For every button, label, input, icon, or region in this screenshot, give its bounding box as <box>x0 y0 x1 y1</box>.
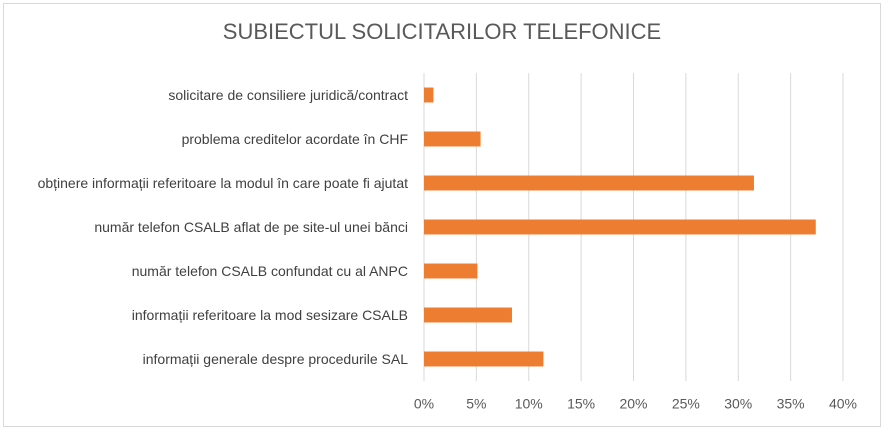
y-tick-label: problema creditelor acordate în CHF <box>181 131 408 147</box>
bar <box>424 263 478 279</box>
y-tick-label: solicitare de consiliere juridică/contra… <box>168 87 408 103</box>
x-tick-label: 0% <box>414 396 434 412</box>
bar <box>424 175 754 191</box>
y-tick-label: număr telefon CSALB confundat cu al ANPC <box>131 263 408 279</box>
bar <box>424 351 544 367</box>
x-tick-label: 15% <box>567 396 595 412</box>
y-tick-label: obținere informații referitoare la modul… <box>37 175 408 191</box>
x-tick-label: 5% <box>466 396 486 412</box>
x-tick-label: 40% <box>829 396 857 412</box>
x-tick-label: 20% <box>619 396 647 412</box>
y-tick-label: informații referitoare la mod sesizare C… <box>131 307 408 323</box>
x-tick-label: 10% <box>515 396 543 412</box>
x-tick-label: 30% <box>724 396 752 412</box>
chart-title: SUBIECTUL SOLICITARILOR TELEFONICE <box>223 19 661 44</box>
bar <box>424 307 512 323</box>
y-tick-label: informații generale despre procedurile S… <box>142 351 408 367</box>
bar <box>424 131 481 147</box>
y-tick-label: număr telefon CSALB aflat de pe site-ul … <box>94 219 408 235</box>
x-tick-label: 25% <box>672 396 700 412</box>
x-tick-label: 35% <box>777 396 805 412</box>
bar <box>424 219 816 235</box>
bar <box>424 87 434 103</box>
